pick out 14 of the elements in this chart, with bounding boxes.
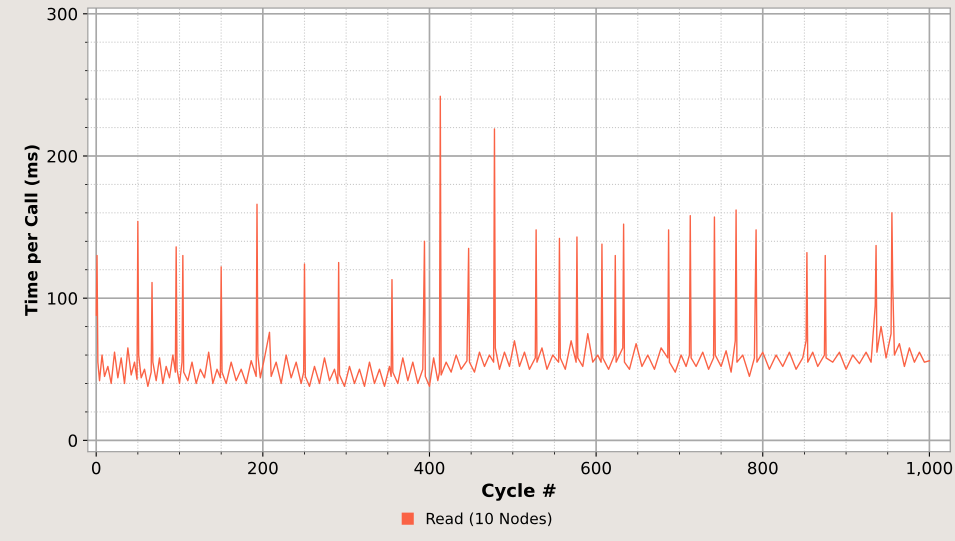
y-tick-label: 0 bbox=[68, 434, 78, 447]
x-tick-label: 800 bbox=[748, 462, 778, 474]
y-tick-label: 200 bbox=[48, 150, 78, 163]
legend-label: Read (10 Nodes) bbox=[426, 512, 552, 526]
x-tick-label: 200 bbox=[248, 462, 278, 474]
x-tick-label: 400 bbox=[414, 462, 444, 474]
y-tick-label: 100 bbox=[48, 292, 78, 305]
x-tick-label: 1,000 bbox=[907, 462, 952, 476]
x-axis-title: Cycle # bbox=[482, 483, 556, 501]
x-tick-label: 600 bbox=[581, 462, 611, 474]
y-axis-title: Time per Call (ms) bbox=[24, 145, 41, 316]
x-tick-label: 0 bbox=[92, 462, 100, 474]
line-series bbox=[95, 96, 930, 388]
y-tick-label: 300 bbox=[48, 8, 78, 20]
